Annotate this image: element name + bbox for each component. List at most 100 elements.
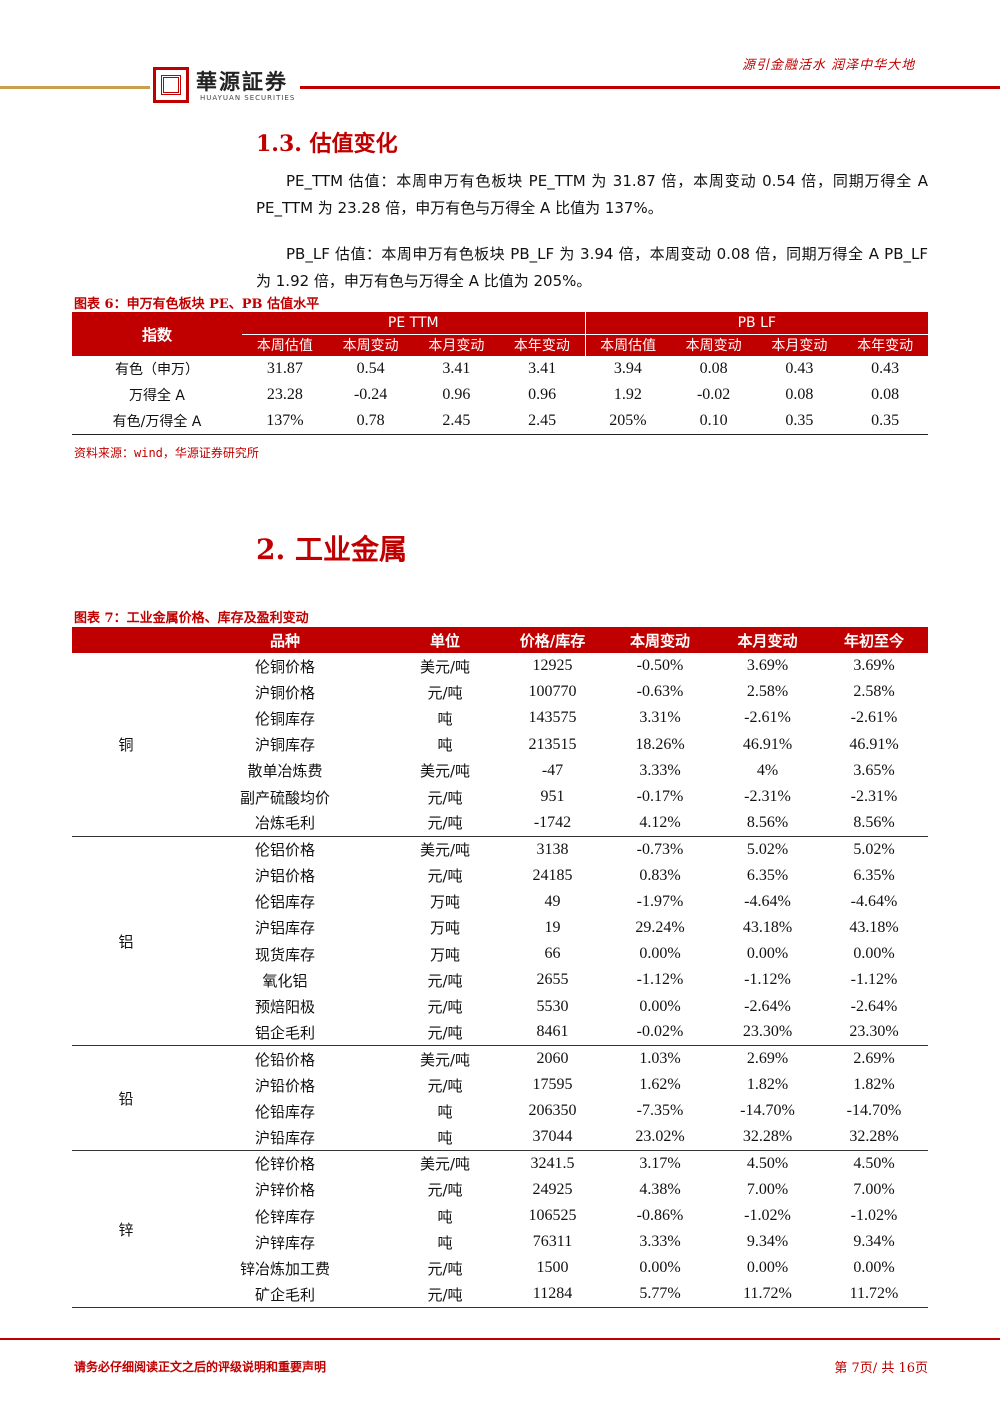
item-cell: 沪铜价格	[254, 683, 315, 702]
item-cell: 预焙阳极	[254, 998, 315, 1017]
value-cell: 1.03%	[639, 1050, 681, 1068]
item-cell: 伦铜价格	[254, 657, 315, 676]
item-cell: 伦铅库存	[254, 1102, 315, 1121]
data-row: 铅 伦铅价格 美元/吨 2060 1.03% 2.69% 2.69%	[72, 1046, 928, 1108]
value-cell: 美元/吨	[419, 1155, 471, 1174]
data-row: 铝 伦铝价格 美元/吨 3138 -0.73% 5.02% 5.02%	[72, 836, 928, 951]
value-cell: 31.87	[266, 360, 303, 377]
value-cell: -2.64%	[744, 997, 791, 1015]
data-row: 伦铝库存 万吨 49 -1.97% -4.64% -4.64%	[72, 889, 928, 915]
item-cell: 伦铝价格	[254, 841, 315, 860]
data-row: 沪铅价格 元/吨 17595 1.62% 1.82% 1.82%	[72, 1072, 928, 1098]
value-cell: 3.33%	[639, 761, 681, 779]
value-cell: 0.35	[785, 411, 814, 429]
value-cell: 0.96	[442, 386, 471, 403]
item-cell: 铝企毛利	[254, 1023, 315, 1042]
value-cell: 2.45	[442, 411, 471, 429]
value-cell: 32.28%	[742, 1128, 793, 1146]
value-cell: 3241.5	[530, 1154, 575, 1172]
value-cell: -0.63%	[636, 683, 684, 701]
value-cell: 万吨	[429, 945, 460, 964]
value-cell: -2.61%	[850, 709, 898, 727]
value-cell: -0.24	[353, 386, 388, 403]
value-cell: 37044	[532, 1128, 573, 1146]
disclaimer: 请务必仔细阅读正文之后的评级说明和重要声明	[74, 1360, 327, 1374]
group-header: PE TTM	[242, 312, 585, 335]
value-cell: 元/吨	[427, 998, 463, 1017]
value-cell: 吨	[437, 1128, 453, 1147]
value-cell: -1.02%	[850, 1207, 898, 1225]
column-header: 本年变动	[842, 334, 929, 356]
value-cell: -47	[541, 761, 564, 779]
value-cell: 5.02%	[746, 840, 789, 858]
value-cell: 元/吨	[427, 1023, 463, 1042]
column-header: 本周估值	[584, 334, 671, 356]
value-cell: 143575	[528, 709, 577, 727]
value-cell: 4.12%	[639, 813, 681, 831]
value-cell: -1.97%	[636, 892, 684, 910]
data-row: 散单冶炼费 美元/吨 -47 3.33% 4% 3.65%	[72, 758, 928, 784]
value-cell: 吨	[437, 1233, 453, 1252]
value-cell: 元/吨	[427, 683, 463, 702]
value-cell: 24925	[532, 1180, 573, 1198]
value-cell: 0.00%	[746, 945, 789, 963]
value-cell: -2.61%	[744, 709, 791, 727]
data-row: 氧化铝 元/吨 2655 -1.12% -1.12% -1.12%	[72, 967, 928, 993]
value-cell: 元/吨	[427, 1285, 463, 1304]
value-cell: 5530	[536, 997, 569, 1015]
value-cell: 11284	[532, 1285, 573, 1303]
column-header: 本周估值	[242, 334, 328, 356]
value-cell: 46.91%	[742, 735, 793, 753]
value-cell: 0.00%	[853, 945, 895, 963]
column-header: 本年变动	[499, 334, 585, 356]
value-cell: 29.24%	[635, 918, 685, 936]
logo-text: 華源証券	[196, 69, 288, 94]
value-cell: -2.31%	[744, 788, 791, 806]
value-cell: -1.12%	[636, 971, 684, 989]
value-cell: 元/吨	[427, 814, 463, 833]
column-header: 年初至今	[820, 627, 928, 653]
data-row: 铝企毛利 元/吨 8461 -0.02% 23.30% 23.30%	[72, 1020, 928, 1046]
item-cell: 伦锌库存	[254, 1207, 315, 1226]
section-heading: 2. 工业金属	[256, 533, 407, 566]
value-cell: 0.08	[871, 386, 900, 403]
item-cell: 沪铜库存	[254, 736, 315, 755]
value-cell: 4.38%	[639, 1180, 681, 1198]
value-cell: 206350	[528, 1102, 577, 1120]
value-cell: 元/吨	[427, 1076, 463, 1095]
value-cell: 2.45	[528, 411, 557, 429]
value-cell: 12925	[532, 657, 573, 675]
value-cell: -14.70%	[846, 1102, 902, 1120]
value-cell: 4.50%	[746, 1154, 789, 1172]
value-cell: 2060	[536, 1050, 569, 1068]
value-cell: 7.00%	[853, 1180, 895, 1198]
data-row: 有色/万得全 A 137% 0.78 2.45 2.45 205% 0.10 0.35 0.35	[72, 408, 929, 434]
data-row: 副产硫酸均价 元/吨 951 -0.17% -2.31% -2.31%	[72, 784, 928, 810]
value-cell: 0.35	[871, 411, 900, 429]
value-cell: 23.02%	[635, 1128, 685, 1146]
column-header: 本周变动	[327, 334, 414, 356]
paragraph: PB_LF 估值：本周申万有色板块 PB_LF 为 3.94 倍，本周变动 0.…	[256, 245, 928, 290]
value-cell: 元/吨	[427, 1181, 463, 1200]
value-cell: 吨	[437, 736, 453, 755]
table-caption: 图表 6：申万有色板块 PE、PB 估值水平	[74, 297, 320, 312]
value-cell: -0.17%	[636, 788, 684, 806]
value-cell: 17595	[532, 1076, 573, 1094]
column-header: 品种	[180, 627, 390, 653]
logo-mark	[153, 67, 189, 103]
value-cell: 3.69%	[746, 657, 789, 675]
value-cell: 951	[540, 788, 565, 806]
data-row: 现货库存 万吨 66 0.00% 0.00% 0.00%	[72, 941, 928, 967]
metals-table: 品种 单位 价格/库存 本周变动 本月变动 年初至今铜伦铜价格 美元/吨 12925 -0.50…	[72, 627, 928, 1308]
item-cell: 沪锌库存	[254, 1233, 315, 1252]
value-cell: 1.92	[613, 386, 642, 403]
value-cell: 3.31%	[639, 709, 681, 727]
value-cell: 3.17%	[639, 1154, 681, 1172]
header-row: 品种 单位 价格/库存 本周变动 本月变动 年初至今	[72, 627, 928, 653]
valuation-table: 指数 PE TTM PB LF 本周估值 本周变动 本月变动 本年变动 本周估值 本周变动 本月变…	[72, 312, 929, 435]
value-cell: 0.00%	[853, 1259, 895, 1277]
item-cell: 伦铝库存	[254, 893, 315, 912]
header-rule	[0, 86, 150, 89]
item-cell: 锌冶炼加工费	[239, 1259, 330, 1278]
